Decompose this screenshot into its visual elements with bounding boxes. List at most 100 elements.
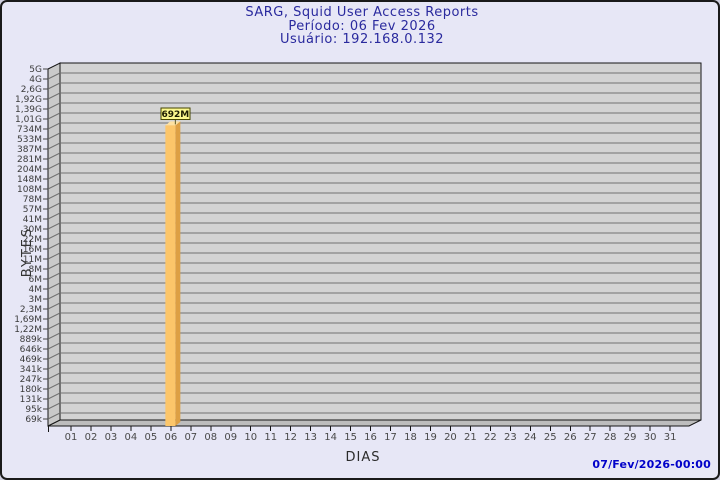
x-tick-label: 23: [504, 432, 517, 443]
x-tick-label: 22: [484, 432, 497, 443]
y-tick-label: 30M: [23, 225, 42, 235]
wall-gridline: [47, 162, 61, 170]
y-tick-label: 1,92G: [15, 95, 42, 105]
y-tick-label: 341k: [20, 365, 43, 375]
x-tick-label: 27: [584, 432, 597, 443]
y-tick-label: 8M: [29, 265, 43, 275]
x-tick-label: 16: [364, 432, 377, 443]
value-label-box: [160, 107, 191, 120]
x-tick-label: 31: [664, 432, 677, 443]
wall-gridline: [47, 342, 61, 350]
y-tick-label: 247k: [20, 375, 43, 385]
wall-gridline: [47, 262, 61, 270]
y-tick-label: 4G: [29, 75, 42, 85]
wall-gridline: [47, 242, 61, 250]
wall-gridline: [47, 152, 61, 160]
x-tick-label: 05: [145, 432, 158, 443]
y-tick-label: 22M: [23, 235, 42, 245]
wall-gridline: [47, 212, 61, 220]
x-tick-label: 03: [105, 432, 118, 443]
y-tick-label: 1,69M: [14, 315, 42, 325]
x-tick-label: 18: [404, 432, 417, 443]
wall-gridline: [47, 112, 61, 120]
y-tick-label: 57M: [23, 205, 42, 215]
wall-gridline: [47, 142, 61, 150]
wall-gridline: [47, 192, 61, 200]
bar: [165, 125, 176, 426]
x-tick-label: 30: [644, 432, 657, 443]
y-tick-label: 2,6G: [21, 85, 42, 95]
x-tick-label: 07: [184, 432, 197, 443]
wall-gridline: [47, 82, 61, 90]
y-tick-label: 387M: [17, 145, 42, 155]
x-tick-label: 09: [224, 432, 237, 443]
report-timestamp: 07/Fev/2026-00:00: [592, 458, 711, 471]
wall-gridline: [47, 282, 61, 290]
wall-gridline: [47, 372, 61, 380]
x-tick-label: 10: [244, 432, 257, 443]
wall-gridline: [47, 172, 61, 180]
y-tick-label: 1,22M: [14, 325, 42, 335]
y-tick-label: 11M: [23, 255, 42, 265]
wall-gridline: [47, 202, 61, 210]
wall-gridline: [47, 252, 61, 260]
chart-floor-3d: [47, 419, 702, 427]
y-tick-label: 148M: [17, 175, 42, 185]
wall-gridline: [47, 132, 61, 140]
x-tick-label: 06: [164, 432, 177, 443]
y-tick-label: 281M: [17, 155, 42, 165]
x-tick-label: 19: [424, 432, 437, 443]
x-tick-label: 01: [65, 432, 78, 443]
wall-gridline: [47, 322, 61, 330]
wall-gridline: [47, 352, 61, 360]
wall-gridline: [47, 362, 61, 370]
x-tick-label: 11: [264, 432, 277, 443]
wall-gridline: [47, 302, 61, 310]
y-tick-label: 6M: [29, 275, 43, 285]
chart-header: SARG, Squid User Access Reports Período:…: [2, 5, 718, 47]
x-tick-label: 13: [304, 432, 317, 443]
wall-gridline: [47, 412, 61, 420]
y-tick-label: 108M: [17, 185, 42, 195]
wall-gridline: [47, 102, 61, 110]
wall-gridline: [47, 392, 61, 400]
bar-side-face: [175, 121, 181, 426]
x-axis-title: DIAS: [346, 450, 381, 465]
chart-user: Usuário: 192.168.0.132: [279, 32, 445, 47]
plot-area: [59, 62, 702, 421]
chart-title: SARG, Squid User Access Reports: [245, 5, 479, 20]
y-tick-label: 889k: [20, 335, 43, 345]
x-tick-label: 08: [204, 432, 217, 443]
wall-gridline: [47, 312, 61, 320]
wall-gridline: [47, 122, 61, 130]
y-tick-label: 3M: [29, 295, 43, 305]
x-tick-label: 25: [544, 432, 557, 443]
y-axis-title: BYTES: [20, 227, 35, 278]
x-tick-label: 20: [444, 432, 457, 443]
bar-top-face: [165, 121, 181, 126]
wall-gridline: [47, 382, 61, 390]
y-tick-label: 646k: [20, 345, 43, 355]
x-tick-label: 14: [324, 432, 337, 443]
chart-wall-3d: [47, 62, 61, 427]
y-tick-label: 41M: [23, 215, 42, 225]
wall-gridline: [47, 402, 61, 410]
wall-gridline: [47, 222, 61, 230]
x-tick-label: 02: [85, 432, 98, 443]
y-tick-label: 95k: [25, 405, 42, 415]
y-tick-label: 1,39G: [15, 105, 42, 115]
y-tick-label: 2,3M: [20, 305, 42, 315]
y-tick-label: 69k: [25, 415, 42, 425]
y-tick-label: 734M: [17, 125, 42, 135]
wall-gridline: [47, 92, 61, 100]
y-tick-label: 1,01G: [15, 115, 42, 125]
y-tick-label: 204M: [17, 165, 42, 175]
x-tick-label: 21: [464, 432, 477, 443]
y-tick-label: 180k: [20, 385, 43, 395]
x-tick-label: 28: [604, 432, 617, 443]
wall-gridline: [47, 332, 61, 340]
wall-gridline: [47, 292, 61, 300]
x-tick-label: 26: [564, 432, 577, 443]
